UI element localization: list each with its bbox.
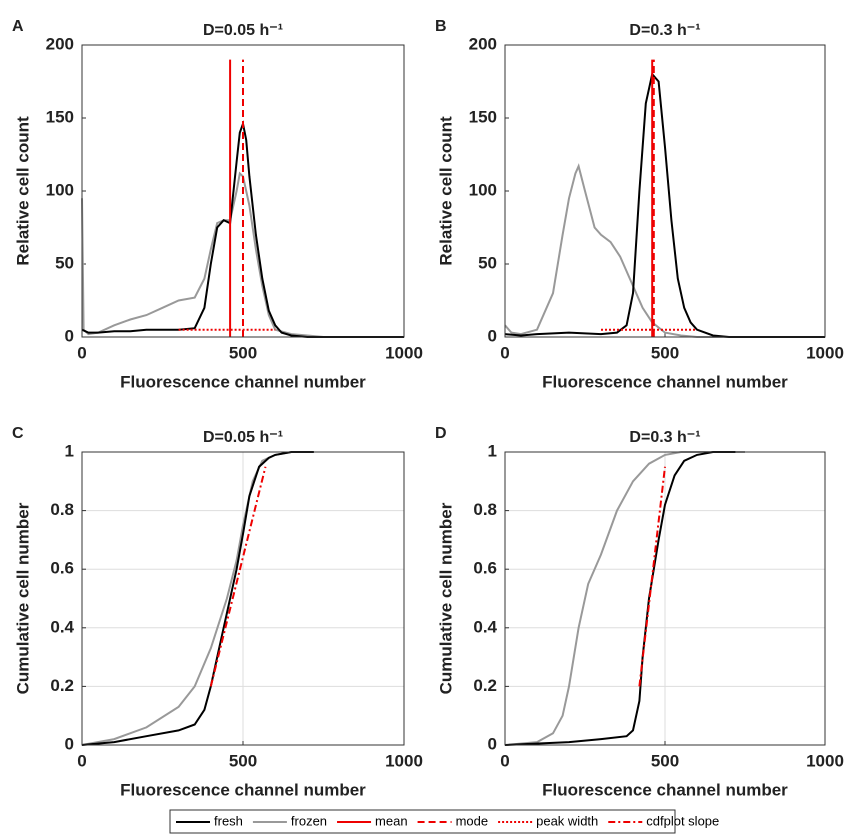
- series-line: [81, 451, 314, 746]
- x-tick-label: 500: [229, 751, 257, 770]
- x-axis-label: Fluorescence channel number: [120, 780, 366, 799]
- x-tick-label: 0: [500, 751, 509, 770]
- x-axis-label: Fluorescence channel number: [542, 372, 788, 391]
- x-tick-label: 0: [77, 751, 86, 770]
- axes-frame: [81, 44, 405, 338]
- series-line: [504, 163, 825, 338]
- y-tick-label: 100: [469, 180, 497, 199]
- x-axis-label: Fluorescence channel number: [542, 780, 788, 799]
- y-tick-label: 0: [65, 734, 74, 753]
- y-tick-label: 0: [488, 326, 497, 345]
- y-tick-label: 0: [488, 734, 497, 753]
- y-tick-label: 1: [65, 441, 74, 460]
- legend-label: fresh: [214, 813, 243, 828]
- y-tick-label: 0.6: [50, 559, 74, 578]
- panel-label: C: [12, 425, 24, 442]
- y-tick-label: 0.2: [50, 676, 74, 695]
- x-tick-label: 1000: [385, 751, 423, 770]
- x-tick-label: 1000: [806, 343, 844, 362]
- y-tick-label: 100: [46, 180, 74, 199]
- legend-label: mean: [375, 813, 408, 828]
- series-line: [81, 171, 404, 338]
- plot-area: [505, 45, 825, 337]
- legend-label: mode: [456, 813, 489, 828]
- y-tick-label: 1: [488, 441, 497, 460]
- y-tick-label: 50: [478, 253, 497, 272]
- y-tick-label: 0.4: [473, 617, 497, 636]
- x-tick-label: 500: [229, 343, 257, 362]
- panel-label: D: [435, 425, 447, 442]
- legend-label: cdfplot slope: [646, 813, 719, 828]
- x-tick-label: 500: [651, 343, 679, 362]
- series-line: [504, 451, 736, 746]
- x-tick-label: 0: [500, 343, 509, 362]
- y-axis-label: Cumulative cell number: [436, 502, 455, 694]
- legend-label: peak width: [536, 813, 598, 828]
- y-tick-label: 0.2: [473, 676, 497, 695]
- chart-title: D=0.3 h⁻¹: [629, 22, 700, 39]
- y-tick-label: 150: [46, 107, 74, 126]
- axes-frame: [81, 451, 405, 746]
- x-tick-label: 0: [77, 343, 86, 362]
- y-tick-label: 0.4: [50, 617, 74, 636]
- y-axis-label: Relative cell count: [13, 116, 32, 266]
- y-tick-label: 0: [65, 326, 74, 345]
- y-tick-label: 50: [55, 253, 74, 272]
- y-axis-label: Cumulative cell number: [13, 502, 32, 694]
- panel-label: A: [12, 18, 24, 35]
- series-line: [81, 120, 404, 338]
- series-line: [638, 466, 666, 687]
- x-tick-label: 500: [651, 751, 679, 770]
- x-axis-label: Fluorescence channel number: [120, 372, 366, 391]
- chart-title: D=0.05 h⁻¹: [203, 429, 283, 446]
- y-tick-label: 0.8: [473, 500, 497, 519]
- axes-frame: [504, 451, 826, 746]
- legend-label: frozen: [291, 813, 327, 828]
- axes-frame: [504, 44, 826, 338]
- y-tick-label: 0.8: [50, 500, 74, 519]
- y-tick-label: 150: [469, 107, 497, 126]
- x-tick-label: 1000: [806, 751, 844, 770]
- y-tick-label: 200: [46, 34, 74, 53]
- y-axis-label: Relative cell count: [436, 116, 455, 266]
- chart-title: D=0.05 h⁻¹: [203, 22, 283, 39]
- y-tick-label: 0.6: [473, 559, 497, 578]
- x-tick-label: 1000: [385, 343, 423, 362]
- chart-title: D=0.3 h⁻¹: [629, 429, 700, 446]
- panel-label: B: [435, 18, 447, 35]
- y-tick-label: 200: [469, 34, 497, 53]
